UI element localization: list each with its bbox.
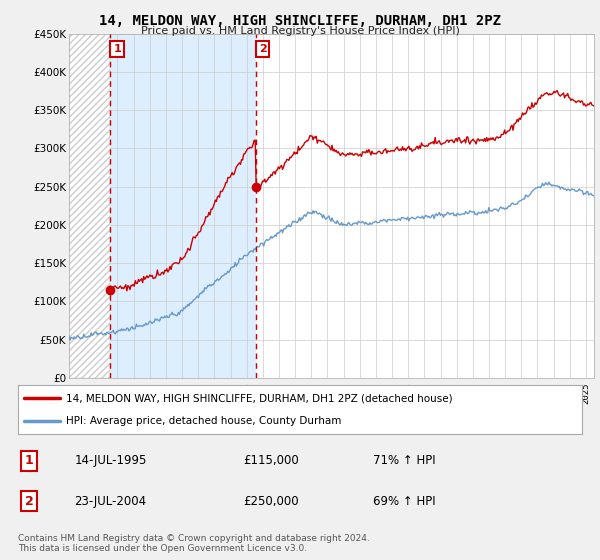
Text: HPI: Average price, detached house, County Durham: HPI: Average price, detached house, Coun… <box>66 416 341 426</box>
Text: 14-JUL-1995: 14-JUL-1995 <box>74 454 147 468</box>
Text: 23-JUL-2004: 23-JUL-2004 <box>74 494 146 508</box>
Text: Price paid vs. HM Land Registry's House Price Index (HPI): Price paid vs. HM Land Registry's House … <box>140 26 460 36</box>
Text: 2: 2 <box>259 44 267 54</box>
Bar <box>110 34 256 378</box>
Text: 2: 2 <box>25 494 34 508</box>
Text: 69% ↑ HPI: 69% ↑ HPI <box>373 494 436 508</box>
Text: £250,000: £250,000 <box>244 494 299 508</box>
Text: 1: 1 <box>25 454 34 468</box>
Bar <box>69 34 110 378</box>
Text: Contains HM Land Registry data © Crown copyright and database right 2024.
This d: Contains HM Land Registry data © Crown c… <box>18 534 370 553</box>
Text: £115,000: £115,000 <box>244 454 299 468</box>
Text: 14, MELDON WAY, HIGH SHINCLIFFE, DURHAM, DH1 2PZ: 14, MELDON WAY, HIGH SHINCLIFFE, DURHAM,… <box>99 14 501 28</box>
Text: 1: 1 <box>113 44 121 54</box>
Text: 14, MELDON WAY, HIGH SHINCLIFFE, DURHAM, DH1 2PZ (detached house): 14, MELDON WAY, HIGH SHINCLIFFE, DURHAM,… <box>66 393 452 403</box>
Text: 71% ↑ HPI: 71% ↑ HPI <box>373 454 436 468</box>
